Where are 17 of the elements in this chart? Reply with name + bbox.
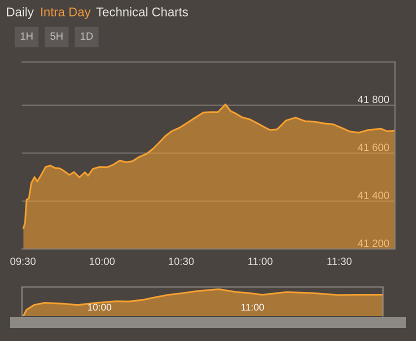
text: Technical Charts [96, 7, 188, 16]
x-tick-label: 11:00 [242, 304, 264, 311]
x-tick-label: 10:00 [88, 304, 112, 311]
text: 5H [50, 32, 62, 40]
x-tick-label: 10:00 [90, 258, 115, 265]
x-tick-label: 09:30 [10, 258, 36, 265]
y-tick-label: 41 200 [358, 240, 390, 247]
text: 1D [80, 32, 93, 40]
y-tick-label: 41 600 [358, 144, 390, 152]
y-tick-label: 41 800 [358, 96, 390, 104]
text: Intra Day [41, 8, 91, 19]
x-tick-label: 10:30 [168, 258, 194, 265]
text: 1H [20, 32, 32, 40]
x-tick-label: 11:30 [327, 258, 352, 265]
y-tick-label: 41 400 [358, 192, 390, 199]
text: Daily [7, 7, 34, 19]
x-tick-label: 11:00 [248, 258, 272, 265]
